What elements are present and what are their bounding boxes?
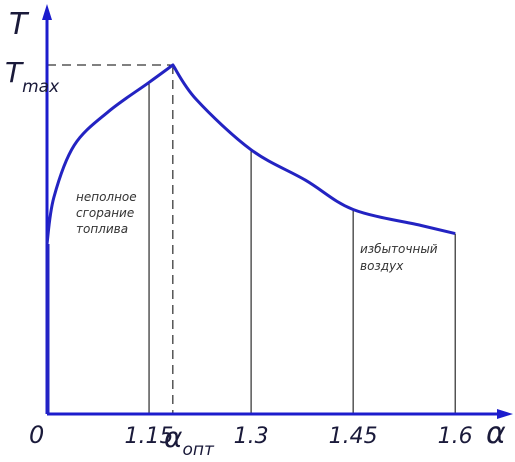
x-axis-arrow: [497, 409, 513, 419]
guide-lines-group: [47, 64, 456, 414]
x-tick-labels-group: 1.15 1.3 1.45 1.6: [125, 424, 473, 449]
alpha-opt-main: α: [164, 421, 183, 454]
annotation-excess-air: избыточный воздух: [360, 242, 441, 273]
annotation-1-line-2: сгорание: [76, 206, 134, 220]
y-axis-arrow: [42, 4, 52, 20]
annotation-2-line-2: воздух: [360, 259, 404, 273]
curve-group: [45, 63, 456, 414]
annotation-2-line-1: избыточный: [360, 242, 438, 256]
x-tick-label: 1.6: [438, 424, 473, 449]
temperature-curve: [45, 63, 456, 245]
x-tick-label: 1.45: [329, 424, 378, 449]
y-axis-label: T: [9, 7, 30, 42]
alpha-opt-sub: опт: [182, 440, 215, 460]
x-tick-label: 1.3: [234, 424, 269, 449]
annotation-1-line-1: неполное: [76, 190, 137, 204]
annotation-1-line-3: топлива: [76, 222, 128, 236]
alpha-opt-label: αопт: [164, 421, 215, 460]
tmax-main: T: [5, 56, 24, 89]
origin-label: 0: [29, 421, 44, 449]
x-tick-label: 1.15: [125, 424, 174, 449]
tmax-sub: max: [22, 77, 60, 97]
annotation-incomplete-combustion: неполное сгорание топлива: [76, 190, 140, 236]
x-axis-label: α: [486, 416, 506, 451]
tmax-label: Tmax: [5, 56, 60, 97]
